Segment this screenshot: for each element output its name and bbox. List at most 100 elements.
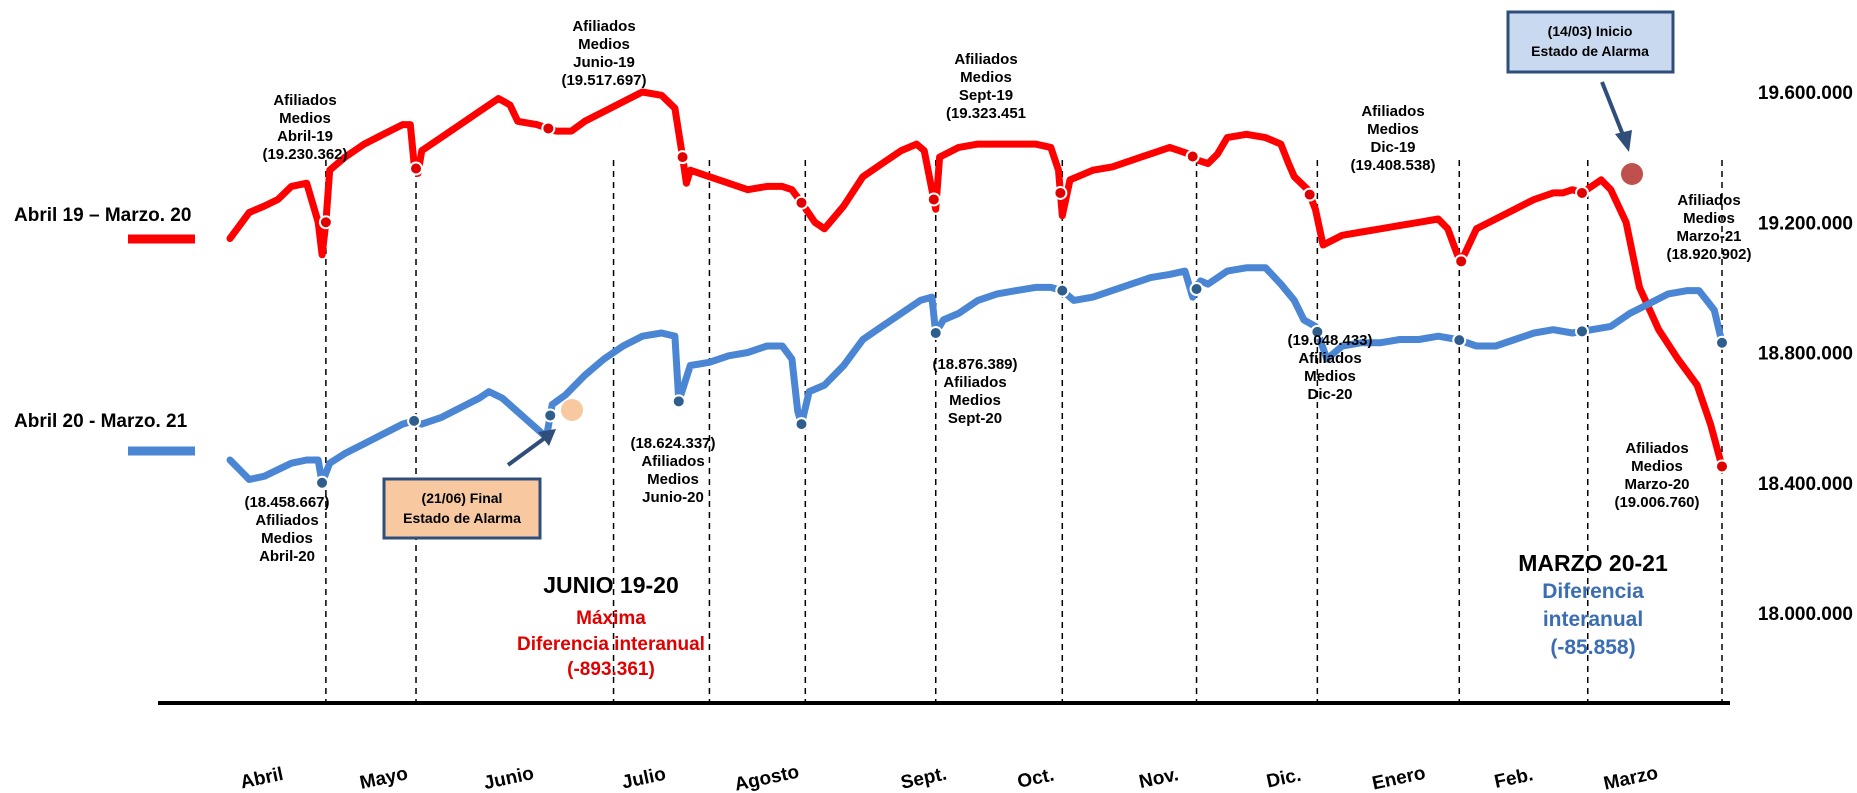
annotation-blue: Afiliados xyxy=(1298,350,1361,367)
y-tick-label: 18.000.000 xyxy=(1758,604,1853,625)
annotation-blue: (18.876.389) xyxy=(932,356,1017,373)
annotation-red: Marzo-20 xyxy=(1624,476,1689,493)
final-box-line2: Estado de Alarma xyxy=(403,510,521,526)
annotation-blue: (19.048.433) xyxy=(1287,332,1372,349)
annotation-red: Afiliados xyxy=(1677,192,1740,209)
annotation-red: Medios xyxy=(1367,121,1419,138)
series-marker-blue xyxy=(1452,333,1467,348)
final-box-arrowhead xyxy=(538,429,556,446)
annotation-blue: Afiliados xyxy=(255,512,318,529)
series-marker-red xyxy=(1575,185,1590,200)
series-marker-blue xyxy=(671,394,686,409)
annotation-red: Marzo-21 xyxy=(1676,228,1741,245)
annotation-blue: Sept-20 xyxy=(948,410,1002,427)
annotation-blue: Medios xyxy=(1304,368,1356,385)
annotations: AfiliadosMediosAbril-19(19.230.362)Afili… xyxy=(244,18,1751,565)
annotation-red: Medios xyxy=(960,69,1012,86)
marzo-line2: interanual xyxy=(1543,608,1643,631)
series-marker-red xyxy=(541,121,556,136)
series-marker-blue xyxy=(1575,324,1590,339)
y-axis: 19.600.000 19.200.000 18.800.000 18.400.000… xyxy=(1758,83,1853,625)
series-marker-blue xyxy=(794,417,809,432)
annotation-red: Junio-19 xyxy=(573,54,635,71)
annotation-blue: Medios xyxy=(647,471,699,488)
series-marker-red xyxy=(318,215,333,230)
y-tick-label: 18.800.000 xyxy=(1758,344,1853,365)
month-label: Abril xyxy=(239,764,286,793)
annotation-blue: Medios xyxy=(261,530,313,547)
annotation-red: Abril-19 xyxy=(277,128,333,145)
annotation-red: Afiliados xyxy=(1625,440,1688,457)
inicio-box-rect xyxy=(1506,10,1675,74)
month-label: Nov. xyxy=(1137,764,1180,793)
series-marker-red xyxy=(926,192,941,207)
final-estado-alarma-box: (21/06) Final Estado de Alarma xyxy=(382,429,556,540)
annotation-red: Medios xyxy=(1631,458,1683,475)
month-label: Agosto xyxy=(733,762,801,793)
series-marker-blue xyxy=(1715,335,1729,350)
final-box-rect xyxy=(382,477,542,540)
series-marker-red xyxy=(1053,185,1068,200)
annotation-blue: Junio-20 xyxy=(642,489,704,506)
series-marker-blue xyxy=(407,413,422,428)
y-tick-label: 18.400.000 xyxy=(1758,474,1853,495)
month-label: Julio xyxy=(620,764,668,793)
series-markers xyxy=(315,121,1729,490)
annotation-red: Medios xyxy=(578,36,630,53)
month-label: Mayo xyxy=(358,763,410,793)
series-marker-blue xyxy=(928,325,943,340)
annotation-red: (18.920.902) xyxy=(1666,246,1751,263)
junio-summary: JUNIO 19-20 Máxima Diferencia interanual… xyxy=(517,572,705,680)
month-label: Junio xyxy=(482,763,536,793)
annotation-blue: Abril-20 xyxy=(259,548,315,565)
annotation-red: (19.230.362) xyxy=(262,146,347,163)
annotation-blue: Dic-20 xyxy=(1307,386,1352,403)
series-marker-blue xyxy=(1055,283,1070,298)
annotation-red: Medios xyxy=(279,110,331,127)
series-marker-red xyxy=(1302,187,1317,202)
month-label: Enero xyxy=(1370,763,1427,793)
final-alarma-marker xyxy=(561,399,583,421)
month-label: Dic. xyxy=(1265,765,1303,793)
annotation-red: Afiliados xyxy=(572,18,635,35)
series-marker-blue xyxy=(1310,324,1325,339)
annotation-blue: Afiliados xyxy=(641,453,704,470)
series-marker-red xyxy=(1454,254,1469,269)
annotation-red: Afiliados xyxy=(954,51,1017,68)
junio-value: (-893.361) xyxy=(567,659,655,680)
month-label: Marzo xyxy=(1602,763,1660,793)
inicio-estado-alarma-box: (14/03) Inicio Estado de Alarma xyxy=(1506,10,1675,152)
annotation-red: (19.006.760) xyxy=(1614,494,1699,511)
month-label: Feb. xyxy=(1493,764,1536,793)
annotation-red: Afiliados xyxy=(273,92,336,109)
annotation-blue: (18.624.337) xyxy=(630,435,715,452)
junio-line2: Diferencia interanual xyxy=(517,634,705,655)
legend-label-blue: Abril 20 - Marzo. 21 xyxy=(14,411,188,432)
annotation-red: (19.517.697) xyxy=(561,72,646,89)
inicio-box-line2: Estado de Alarma xyxy=(1531,43,1649,59)
marzo-line1: Diferencia xyxy=(1542,580,1644,603)
series-marker-blue xyxy=(1189,282,1204,297)
y-tick-label: 19.200.000 xyxy=(1758,213,1853,234)
series-marker-blue xyxy=(543,408,558,423)
marzo-title: MARZO 20-21 xyxy=(1518,550,1668,576)
annotation-blue: Afiliados xyxy=(943,374,1006,391)
annotation-red: Sept-19 xyxy=(959,87,1013,104)
series-marker-red xyxy=(794,195,809,210)
annotation-blue: (18.458.667) xyxy=(244,494,329,511)
annotation-red: (19.323.451 xyxy=(946,105,1026,122)
inicio-box-line1: (14/03) Inicio xyxy=(1548,23,1633,39)
series-marker-red xyxy=(409,161,424,176)
annotation-red: (19.408.538) xyxy=(1350,157,1435,174)
series-marker-red xyxy=(1185,149,1200,164)
inicio-box-arrowhead xyxy=(1615,130,1632,152)
annotation-red: Medios xyxy=(1683,210,1735,227)
month-label: Oct. xyxy=(1016,765,1057,793)
marzo-summary: MARZO 20-21 Diferencia interanual (-85.8… xyxy=(1518,550,1668,659)
marzo-value: (-85.858) xyxy=(1550,636,1635,659)
legend-label-red: Abril 19 – Marzo. 20 xyxy=(14,205,191,226)
y-tick-label: 19.600.000 xyxy=(1758,83,1853,104)
junio-title: JUNIO 19-20 xyxy=(543,572,679,598)
series-marker-red xyxy=(675,150,690,165)
